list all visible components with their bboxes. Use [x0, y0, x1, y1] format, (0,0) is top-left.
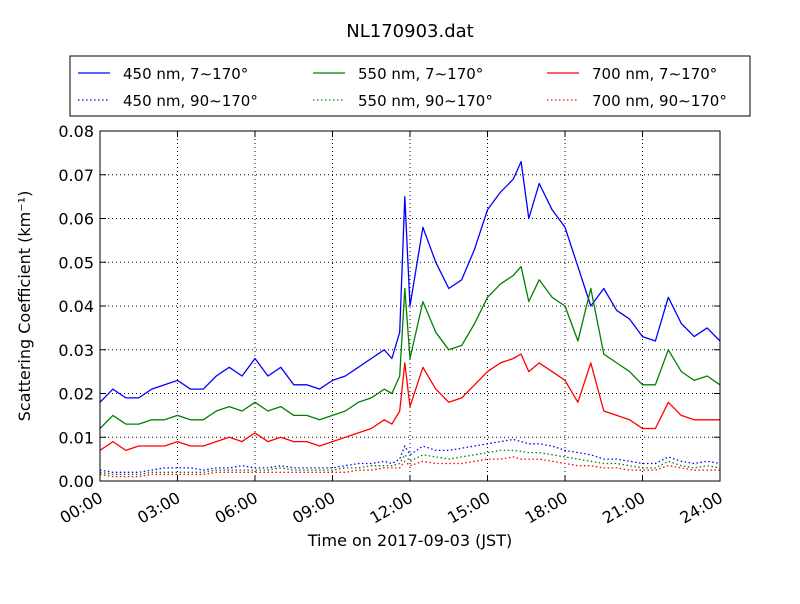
y-tick-label: 0.06 [58, 210, 94, 229]
legend-box [69, 55, 751, 117]
chart-title: NL170903.dat [346, 21, 473, 42]
y-tick-label: 0.08 [58, 122, 94, 141]
x-tick-label: 00:00 [57, 488, 106, 528]
y-tick-label: 0.07 [58, 166, 94, 185]
legend-label: 700 nm, 90∼170° [592, 92, 727, 110]
series-line-3 [99, 353, 720, 452]
series-line-2 [99, 265, 721, 429]
legend-label: 550 nm, 90∼170° [358, 92, 493, 110]
series-line-1 [99, 160, 721, 403]
legend-label: 550 nm, 7∼170° [358, 65, 483, 83]
legend-label: 450 nm, 90∼170° [123, 92, 258, 110]
x-axis-label: Time on 2017-09-03 (JST) [307, 531, 512, 550]
axis-ticks: 0.00 0.01 0.02 0.03 0.04 0.05 0.06 0.07 0.08 00:0… [57, 122, 726, 528]
y-tick-label: 0.05 [58, 253, 94, 272]
y-axis-label: Scattering Coefficient (km⁻¹) [15, 191, 34, 422]
x-tick-label: 09:00 [289, 488, 338, 528]
x-tick-label: 18:00 [522, 488, 571, 528]
series-line-6 [99, 456, 720, 478]
grid [100, 131, 720, 481]
x-tick-label: 24:00 [677, 488, 726, 528]
x-tick-label: 15:00 [444, 488, 493, 528]
y-tick-label: 0.04 [58, 297, 94, 316]
x-tick-label: 21:00 [599, 488, 648, 528]
legend-label: 700 nm, 7∼170° [592, 65, 717, 83]
y-tick-label: 0.00 [58, 472, 94, 491]
legend: 450 nm, 7∼170° 550 nm, 7∼170° 700 nm, 7∼17… [78, 65, 727, 110]
y-tick-label: 0.03 [58, 341, 94, 360]
plot-series [99, 160, 721, 478]
legend-label: 450 nm, 7∼170° [123, 65, 248, 83]
series-line-5 [99, 449, 721, 476]
y-tick-label: 0.01 [58, 428, 94, 447]
x-tick-label: 12:00 [367, 488, 416, 528]
y-tick-label: 0.02 [58, 385, 94, 404]
x-tick-label: 03:00 [134, 488, 183, 528]
x-tick-label: 06:00 [212, 488, 261, 528]
